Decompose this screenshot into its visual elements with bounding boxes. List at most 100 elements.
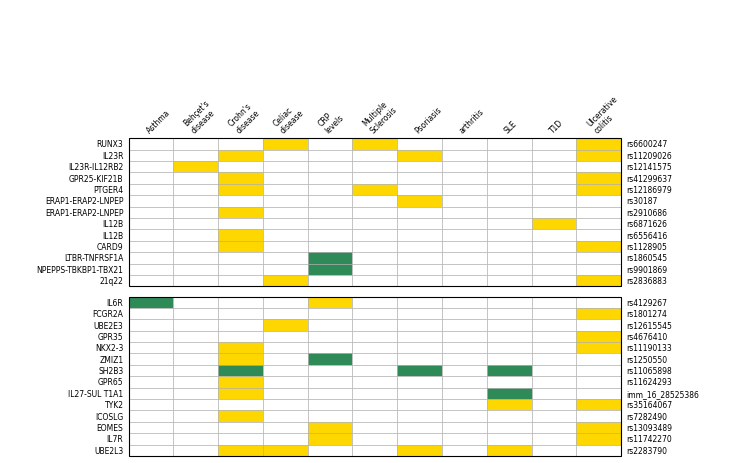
Bar xyxy=(353,354,397,365)
Bar xyxy=(263,230,308,241)
Bar xyxy=(263,184,308,196)
Bar xyxy=(129,196,173,207)
Bar xyxy=(531,207,576,219)
Bar xyxy=(353,376,397,388)
Bar xyxy=(487,297,531,308)
Bar xyxy=(397,162,442,173)
Bar xyxy=(308,444,353,456)
Bar xyxy=(308,219,353,230)
Bar xyxy=(129,342,173,354)
Bar xyxy=(263,162,308,173)
Bar xyxy=(129,253,173,264)
Bar xyxy=(263,399,308,411)
Bar xyxy=(487,444,531,456)
Bar xyxy=(442,241,487,253)
Bar xyxy=(487,365,531,376)
Bar xyxy=(397,150,442,162)
Bar xyxy=(487,411,531,422)
Bar xyxy=(442,173,487,184)
Bar xyxy=(173,354,218,365)
Bar xyxy=(397,444,442,456)
Bar xyxy=(173,308,218,319)
Bar xyxy=(353,150,397,162)
Bar xyxy=(218,433,263,444)
Bar xyxy=(531,411,576,422)
Text: arthritis: arthritis xyxy=(458,107,487,135)
Bar xyxy=(576,376,621,388)
Text: rs12141575: rs12141575 xyxy=(626,163,672,172)
Bar xyxy=(308,230,353,241)
Bar xyxy=(442,376,487,388)
Bar xyxy=(353,342,397,354)
Bar xyxy=(531,150,576,162)
Bar xyxy=(576,230,621,241)
Bar xyxy=(531,365,576,376)
Bar xyxy=(353,219,397,230)
Bar xyxy=(129,444,173,456)
Text: Celiac
disease: Celiac disease xyxy=(272,101,306,135)
Bar xyxy=(218,162,263,173)
Bar xyxy=(308,207,353,219)
Bar xyxy=(353,365,397,376)
Bar xyxy=(308,376,353,388)
Bar xyxy=(397,376,442,388)
Bar xyxy=(531,264,576,275)
Bar xyxy=(442,264,487,275)
Bar xyxy=(442,219,487,230)
Bar xyxy=(129,139,173,150)
Text: SLE: SLE xyxy=(503,119,519,135)
Text: rs1128905: rs1128905 xyxy=(626,243,667,251)
Text: rs11742270: rs11742270 xyxy=(626,434,672,444)
Bar xyxy=(129,388,173,399)
Bar xyxy=(173,331,218,342)
Bar xyxy=(263,207,308,219)
Bar xyxy=(531,319,576,331)
Text: IL7R: IL7R xyxy=(107,434,123,444)
Bar xyxy=(353,253,397,264)
Bar xyxy=(442,162,487,173)
Text: EOMES: EOMES xyxy=(97,423,123,432)
Bar xyxy=(576,219,621,230)
Bar xyxy=(173,319,218,331)
Text: rs6556416: rs6556416 xyxy=(626,231,667,240)
Bar xyxy=(487,219,531,230)
Bar xyxy=(576,342,621,354)
Bar xyxy=(173,275,218,287)
Bar xyxy=(531,196,576,207)
Bar xyxy=(263,139,308,150)
Bar xyxy=(531,444,576,456)
Bar xyxy=(353,319,397,331)
Bar xyxy=(576,173,621,184)
Bar xyxy=(353,275,397,287)
Bar xyxy=(218,388,263,399)
Bar xyxy=(129,207,173,219)
Bar xyxy=(308,253,353,264)
Text: IL27-SUL T1A1: IL27-SUL T1A1 xyxy=(68,389,123,398)
Bar xyxy=(531,184,576,196)
Bar xyxy=(353,230,397,241)
Bar xyxy=(218,207,263,219)
Bar xyxy=(576,139,621,150)
Bar xyxy=(397,275,442,287)
Text: UBE2E3: UBE2E3 xyxy=(94,321,123,330)
Text: IL23R-IL12RB2: IL23R-IL12RB2 xyxy=(68,163,123,172)
Text: FCGR2A: FCGR2A xyxy=(93,309,123,319)
Text: rs4129267: rs4129267 xyxy=(626,298,667,307)
Text: rs30187: rs30187 xyxy=(626,197,658,206)
Bar xyxy=(173,150,218,162)
Bar xyxy=(487,399,531,411)
Bar xyxy=(576,411,621,422)
Bar xyxy=(487,230,531,241)
Bar xyxy=(308,433,353,444)
Bar xyxy=(173,264,218,275)
Bar xyxy=(129,230,173,241)
Bar xyxy=(218,297,263,308)
Bar xyxy=(531,433,576,444)
Text: LTBR-TNFRSF1A: LTBR-TNFRSF1A xyxy=(64,254,123,263)
Bar xyxy=(397,388,442,399)
Bar xyxy=(397,399,442,411)
Bar xyxy=(218,308,263,319)
Text: rs11624293: rs11624293 xyxy=(626,378,672,387)
Bar xyxy=(263,411,308,422)
Text: IL12B: IL12B xyxy=(102,231,123,240)
